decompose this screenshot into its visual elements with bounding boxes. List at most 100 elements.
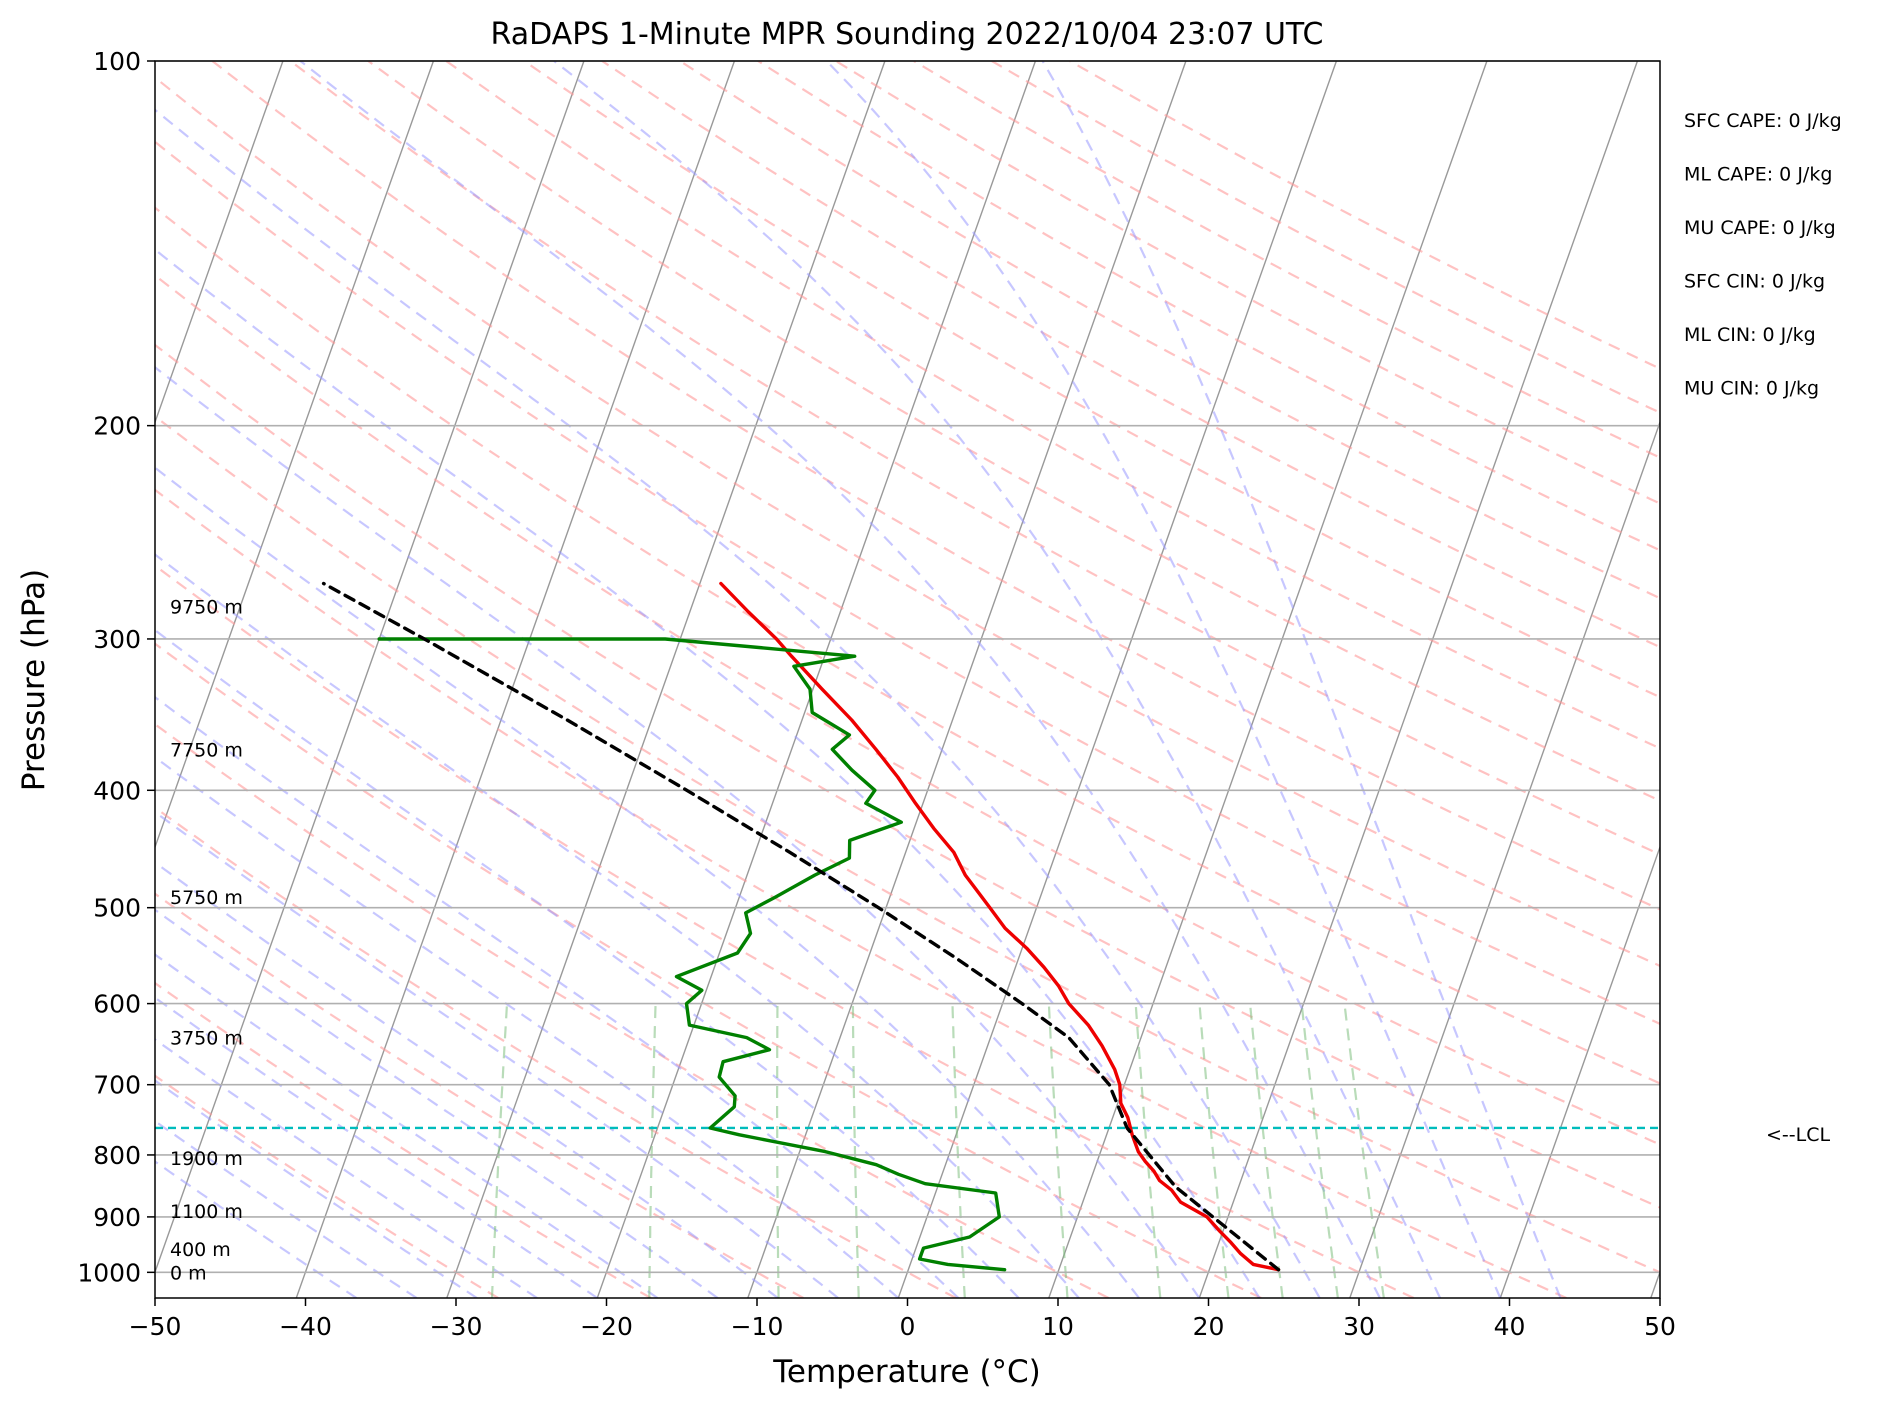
dry-adiabat-line: [155, 140, 1660, 1026]
isotherm-line: [1349, 420, 1660, 1298]
mixing-ratio-line: [1198, 1003, 1230, 1298]
dry-adiabat-line: [155, 343, 1660, 1209]
y-axis-label: Pressure (hPa): [16, 569, 52, 791]
mixing-ratio-line: [1134, 1003, 1162, 1298]
dry-adiabat-line: [155, 1074, 499, 1298]
moist-adiabat-line: [155, 755, 900, 1298]
y-tick-label: 200: [93, 412, 141, 441]
dry-adiabat-line: [679, 61, 1660, 600]
y-tick-label: 400: [93, 776, 141, 805]
x-tick-label: −50: [129, 1312, 182, 1341]
stability-index-label: ML CIN: 0 J/kg: [1684, 324, 1816, 346]
stability-index-label: SFC CAPE: 0 J/kg: [1684, 110, 1842, 132]
dry-adiabat-line: [155, 981, 652, 1298]
dry-adiabat-line: [155, 806, 957, 1298]
dry-adiabat-line: [913, 61, 1660, 459]
moist-adiabat-line: [155, 908, 719, 1298]
chart-title: RaDAPS 1-Minute MPR Sounding 2022/10/04 …: [491, 17, 1324, 52]
isotherm-line: [155, 61, 435, 850]
mixing-ratio-line: [490, 1003, 509, 1298]
height-label: 1100 m: [170, 1201, 243, 1223]
mixing-ratio-line: [776, 1003, 780, 1298]
parcel-profile-line: [321, 581, 1281, 1272]
stability-index-label: SFC CIN: 0 J/kg: [1684, 271, 1825, 293]
background-lines: [155, 61, 1882, 1298]
moist-adiabat-line: [155, 996, 598, 1298]
sounding-profiles: [155, 581, 1660, 1272]
mixing-ratio-line: [851, 1003, 860, 1298]
height-label: 3750 m: [170, 1028, 243, 1050]
dry-adiabat-line: [601, 61, 1660, 649]
y-axis: 100 200 300 400 500 600 700 800 900 1000: [77, 47, 155, 1287]
x-tick-label: −10: [731, 1312, 784, 1341]
x-tick-label: 0: [900, 1312, 916, 1341]
dry-adiabat-line: [155, 892, 804, 1298]
moist-adiabat-line: [155, 248, 1261, 1298]
y-tick-label: 800: [93, 1141, 141, 1170]
isotherm-line: [155, 61, 284, 425]
mixing-ratio-line: [1300, 1003, 1339, 1298]
moist-adiabat-line: [155, 1079, 478, 1298]
y-tick-label: 700: [93, 1071, 141, 1100]
moist-adiabat-line: [299, 61, 1381, 1298]
isotherm-line: [596, 61, 1037, 1298]
moist-adiabat-line: [155, 365, 1201, 1298]
y-tick-label: 900: [93, 1203, 141, 1232]
plot-frame: [154, 60, 1661, 1299]
dry-adiabat-line: [155, 414, 1660, 1274]
y-tick-label: 100: [93, 47, 141, 76]
height-label: 5750 m: [170, 887, 243, 909]
x-tick-label: 50: [1644, 1312, 1676, 1341]
height-labels: 9750 m 7750 m 5750 m 3750 m 1900 m 1100 m 400 …: [170, 596, 243, 1284]
dry-adiabat-line: [155, 722, 1110, 1298]
lcl-label: <--LCL: [1766, 1124, 1830, 1146]
moist-adiabat-line: [1041, 61, 1562, 1298]
dry-adiabat-line: [155, 274, 1660, 1146]
dry-adiabat-line: [211, 61, 1660, 911]
moist-adiabat-line: [155, 861, 779, 1298]
x-tick-label: −40: [279, 1312, 332, 1341]
mixing-ratio-line: [648, 1003, 657, 1298]
height-label: 1900 m: [170, 1148, 243, 1170]
isobar-grid: [155, 60, 1660, 1274]
moist-adiabat-line: [155, 1038, 538, 1298]
y-tick-label: 500: [93, 894, 141, 923]
isotherm-line: [155, 61, 585, 1275]
stability-indices: SFC CAPE: 0 J/kg ML CAPE: 0 J/kg MU CAPE: …: [1684, 110, 1842, 400]
stability-index-label: MU CAPE: 0 J/kg: [1684, 217, 1836, 239]
x-tick-label: 20: [1193, 1312, 1225, 1341]
height-label: 7750 m: [170, 739, 243, 761]
dry-adiabat-line: [155, 206, 1660, 1085]
moist-adiabat-line: [155, 628, 1020, 1298]
isotherm-line: [1198, 61, 1639, 1298]
height-label: 9750 m: [170, 596, 243, 618]
moist-adiabat-line: [155, 953, 659, 1298]
moist-adiabat-line: [553, 61, 1442, 1298]
isotherm-line: [446, 61, 886, 1298]
y-tick-label: 300: [93, 625, 141, 654]
dry-adiabat-line: [155, 642, 1262, 1298]
dry-adiabat-line: [445, 61, 1660, 750]
isotherm-line: [295, 61, 736, 1298]
y-tick-label: 600: [93, 990, 141, 1019]
dry-adiabat-line: [289, 61, 1660, 856]
mixing-ratio-line: [1249, 1003, 1284, 1298]
dewpoint-line: [377, 637, 1007, 1272]
isotherm-line: [747, 61, 1187, 1298]
height-label: 0 m: [170, 1262, 207, 1284]
dry-adiabat-line: [155, 76, 1660, 968]
dry-adiabat-line: [1069, 61, 1660, 370]
mixing-ratio-line: [1047, 1003, 1069, 1298]
x-tick-label: 10: [1042, 1312, 1074, 1341]
moist-adiabat-line: [155, 466, 1140, 1298]
moist-adiabat-line: [155, 1119, 418, 1298]
moist-adiabat-line: [825, 61, 1502, 1298]
dry-adiabat-line: [155, 564, 1415, 1298]
isotherm-line: [1801, 61, 1882, 1298]
dry-adiabat-line: [155, 488, 1567, 1298]
stability-index-label: MU CIN: 0 J/kg: [1684, 378, 1819, 400]
mixing-ratio-line: [1343, 1003, 1385, 1298]
x-axis: −50 −40 −30 −20 −10 0 10 20 30 40 50: [129, 1298, 1676, 1341]
height-label: 400 m: [170, 1239, 231, 1261]
moist-adiabat-line: [155, 1160, 358, 1298]
